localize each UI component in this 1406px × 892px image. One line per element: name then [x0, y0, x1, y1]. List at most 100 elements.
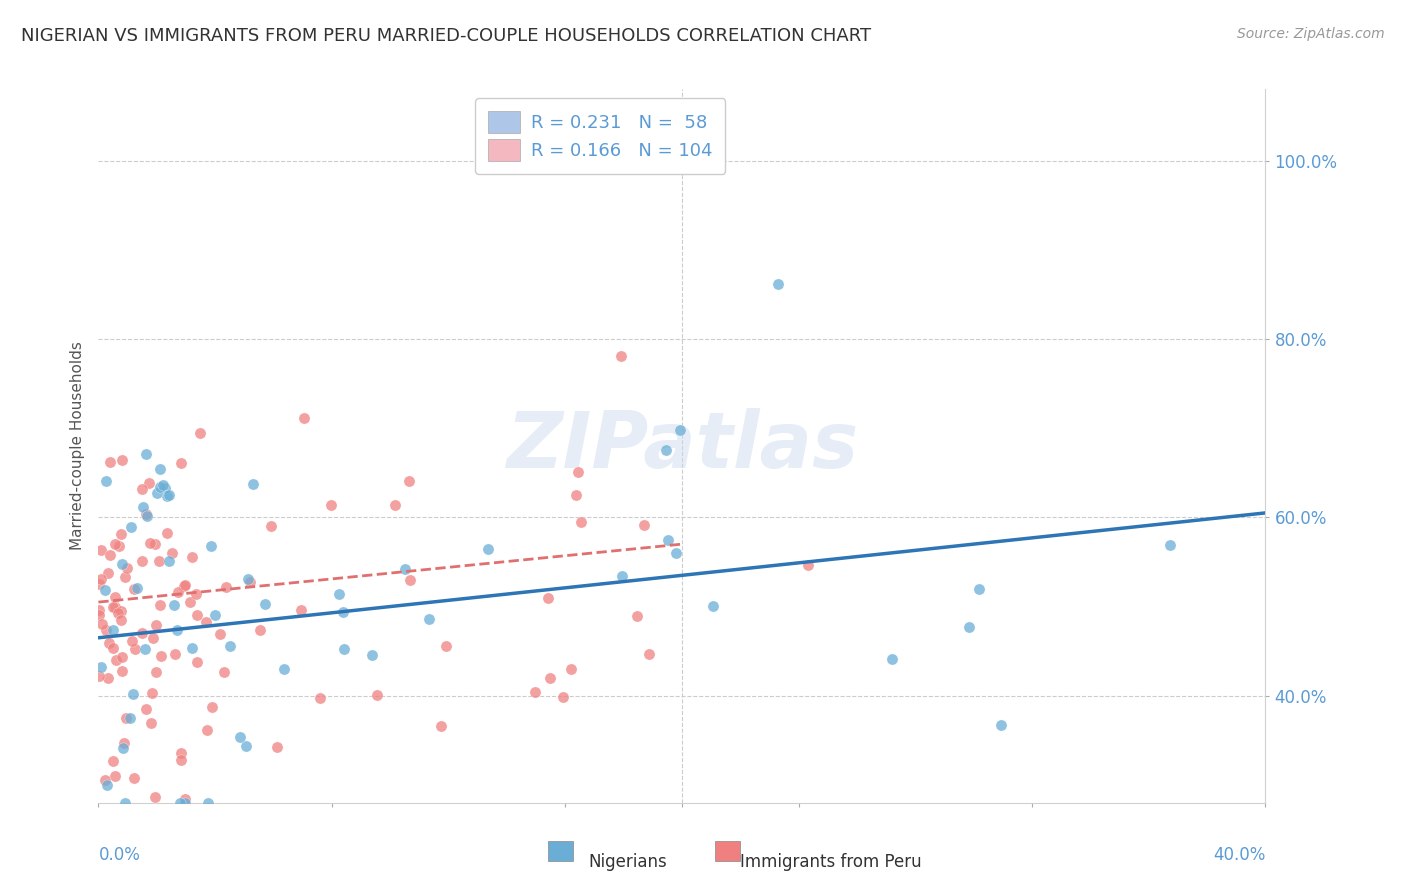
FancyBboxPatch shape [714, 841, 741, 862]
Point [259, 518, 281, 533]
Point [138, 475, 160, 490]
Point [120, 711, 142, 725]
Point [90, 572, 112, 586]
Point [152, 477, 174, 491]
Point [174, 792, 197, 806]
Point [94, 623, 117, 637]
Point [181, 640, 204, 655]
Point [664, 546, 686, 560]
Point [98, 548, 121, 562]
Point [115, 711, 138, 725]
Point [149, 649, 172, 664]
Point [104, 653, 127, 667]
Point [208, 626, 231, 640]
Point [200, 539, 222, 553]
Point [537, 591, 560, 605]
Point [114, 796, 136, 810]
Point [201, 699, 224, 714]
Point [436, 640, 458, 654]
Point [132, 500, 155, 515]
Point [236, 573, 259, 587]
Point [87, 576, 110, 591]
Point [139, 535, 162, 549]
Point [333, 642, 356, 657]
Point [139, 716, 162, 731]
Point [612, 568, 634, 582]
Point [797, 558, 820, 573]
Point [366, 688, 388, 702]
Point [657, 533, 679, 547]
Point [135, 447, 157, 461]
Point [124, 771, 146, 785]
Point [384, 498, 406, 512]
Point [1159, 538, 1181, 552]
Text: 0.0%: 0.0% [98, 846, 141, 863]
Point [702, 599, 724, 614]
Point [328, 587, 350, 601]
Point [110, 614, 132, 628]
Point [195, 723, 218, 737]
Point [153, 481, 176, 495]
Point [394, 562, 416, 576]
Point [121, 633, 143, 648]
Point [104, 537, 127, 551]
Point [104, 769, 127, 783]
Text: ZIPatlas: ZIPatlas [506, 408, 858, 484]
Point [145, 665, 167, 680]
Point [122, 687, 145, 701]
Text: Immigrants from Peru: Immigrants from Peru [741, 853, 922, 871]
Legend: R = 0.231   N =  58, R = 0.166   N = 104: R = 0.231 N = 58, R = 0.166 N = 104 [475, 98, 725, 174]
Point [125, 581, 148, 595]
Point [157, 488, 180, 502]
Point [103, 590, 125, 604]
Point [212, 665, 235, 680]
Point [560, 662, 582, 676]
Point [149, 480, 172, 494]
Point [173, 579, 195, 593]
Point [163, 598, 186, 612]
Point [166, 623, 188, 637]
Point [143, 537, 166, 551]
Point [114, 570, 136, 584]
Point [135, 508, 157, 522]
Point [90, 543, 112, 558]
Point [173, 578, 195, 592]
Point [174, 796, 197, 810]
Point [111, 557, 134, 571]
Point [655, 442, 678, 457]
Point [159, 554, 181, 568]
Point [89, 668, 111, 682]
Point [418, 612, 440, 626]
Point [290, 603, 312, 617]
Point [477, 542, 499, 557]
Point [626, 609, 648, 624]
Text: Source: ZipAtlas.com: Source: ZipAtlas.com [1237, 27, 1385, 41]
Point [143, 789, 166, 804]
Point [360, 648, 382, 662]
Point [197, 796, 219, 810]
Point [149, 462, 172, 476]
Point [273, 662, 295, 676]
Point [768, 277, 790, 291]
Point [569, 515, 592, 529]
Point [170, 457, 193, 471]
Point [218, 639, 240, 653]
Point [135, 701, 157, 715]
Point [90, 660, 112, 674]
Point [97, 671, 120, 685]
Point [880, 651, 903, 665]
Point [115, 561, 138, 575]
Point [564, 488, 586, 502]
Point [166, 585, 188, 599]
Point [141, 686, 163, 700]
Point [107, 539, 129, 553]
Point [957, 619, 980, 633]
Point [101, 754, 124, 768]
Point [967, 582, 990, 597]
Point [103, 599, 125, 614]
Text: 40.0%: 40.0% [1213, 846, 1265, 863]
Point [186, 608, 208, 623]
Text: Nigerians: Nigerians [589, 853, 668, 871]
Point [319, 498, 342, 512]
Point [156, 526, 179, 541]
